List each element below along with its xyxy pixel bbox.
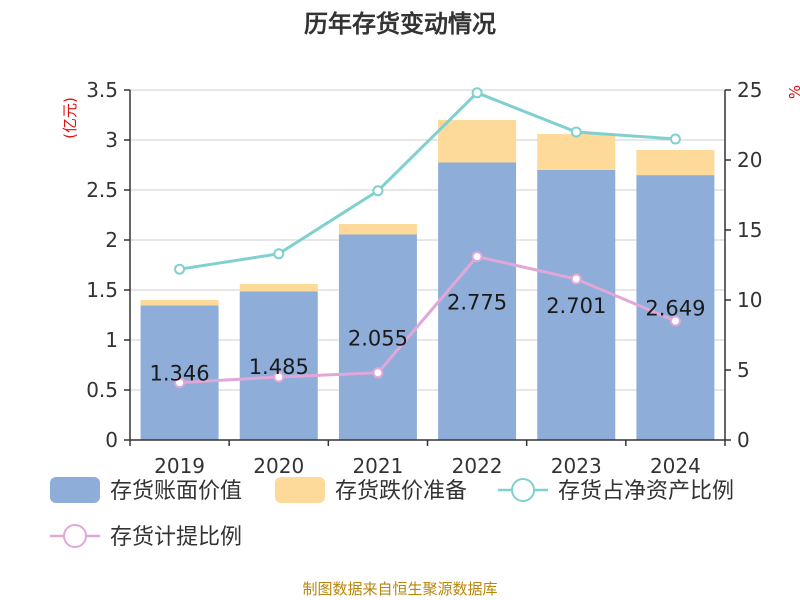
bar-book-value <box>438 162 517 440</box>
y-right-tick-label: 20 <box>737 148 762 172</box>
y-right-tick-label: 10 <box>737 288 762 312</box>
x-tick-label: 2023 <box>551 454 602 478</box>
net-assets-ratio-point <box>372 185 384 197</box>
bar-impairment <box>636 150 715 176</box>
chart-title: 历年存货变动情况 <box>304 10 496 38</box>
bars <box>140 120 715 440</box>
y-left-tick-label: 2.5 <box>86 178 118 202</box>
net-assets-ratio-point <box>273 248 285 260</box>
y-left-tick-label: 3 <box>105 128 118 152</box>
legend-swatch-marker <box>63 524 87 548</box>
bar-value-label: 2.701 <box>546 294 606 318</box>
legend-label: 存货跌价准备 <box>335 479 467 504</box>
y-right-tick-label: 0 <box>737 428 750 452</box>
legend-label: 存货占净资产比例 <box>558 479 734 504</box>
x-tick-label: 2022 <box>452 454 503 478</box>
axes: 0 0.5 1 1.5 2 2.5 3 3.5 0 5 10 15 20 25 2019 2020 2021 20… <box>86 78 762 478</box>
y-left-tick-label: 0 <box>105 428 118 452</box>
x-tick-label: 2021 <box>352 454 403 478</box>
bar-book-value <box>537 169 616 440</box>
net-assets-ratio-line <box>179 91 676 271</box>
bar-value-label: 1.346 <box>150 362 210 386</box>
bar-book-value <box>636 175 715 440</box>
legend-label: 存货计提比例 <box>110 525 242 550</box>
bar-impairment <box>338 224 417 235</box>
bar-impairment <box>140 300 219 306</box>
y-left-tick-label: 0.5 <box>86 378 118 402</box>
provision-ratio-point <box>372 367 384 379</box>
net-assets-ratio-point <box>471 87 483 99</box>
bar-book-value <box>239 291 318 440</box>
source-note: 制图数据来自恒生聚源数据库 <box>302 580 497 598</box>
provision-ratio-point <box>669 315 681 327</box>
bar-value-label: 2.055 <box>348 326 408 350</box>
bar-impairment <box>239 284 318 292</box>
provision-ratio-point <box>471 251 483 263</box>
x-tick-label: 2019 <box>154 454 205 478</box>
legend-swatch <box>275 477 325 503</box>
x-tick-label: 2020 <box>253 454 304 478</box>
x-tick-label: 2024 <box>650 454 701 478</box>
y-right-tick-label: 25 <box>737 78 762 102</box>
provision-ratio-point <box>273 371 285 383</box>
bar-book-value <box>140 305 219 440</box>
y-left-unit: (亿元) <box>61 97 79 139</box>
provision-ratio-point <box>570 273 582 285</box>
bar-value-label: 2.649 <box>645 297 705 321</box>
bar-book-value <box>338 234 417 440</box>
legend-label: 存货账面价值 <box>110 479 242 504</box>
bar-value-label: 2.775 <box>447 290 507 314</box>
bar-impairment <box>438 120 517 163</box>
provision-ratio-point <box>174 377 186 389</box>
y-left-tick-label: 2 <box>105 228 118 252</box>
net-assets-ratio-point <box>570 126 582 138</box>
y-right-tick-label: 15 <box>737 218 762 242</box>
gridlines <box>130 89 725 441</box>
y-left-tick-label: 3.5 <box>86 78 118 102</box>
y-right-unit: % <box>786 85 800 99</box>
bar-value-label: 1.485 <box>249 355 309 379</box>
net-assets-ratio-point <box>669 133 681 145</box>
y-left-tick-label: 1 <box>105 328 118 352</box>
line-series <box>174 87 681 389</box>
data-labels: 1.346 1.485 2.055 2.775 2.701 2.649 <box>150 290 706 385</box>
net-assets-ratio-point <box>174 263 186 275</box>
bar-impairment <box>537 134 616 170</box>
y-right-tick-label: 5 <box>737 358 750 382</box>
provision-ratio-line <box>179 254 677 385</box>
legend-swatch-marker <box>511 478 535 502</box>
y-left-tick-label: 1.5 <box>86 278 118 302</box>
legend-swatch <box>50 477 100 503</box>
